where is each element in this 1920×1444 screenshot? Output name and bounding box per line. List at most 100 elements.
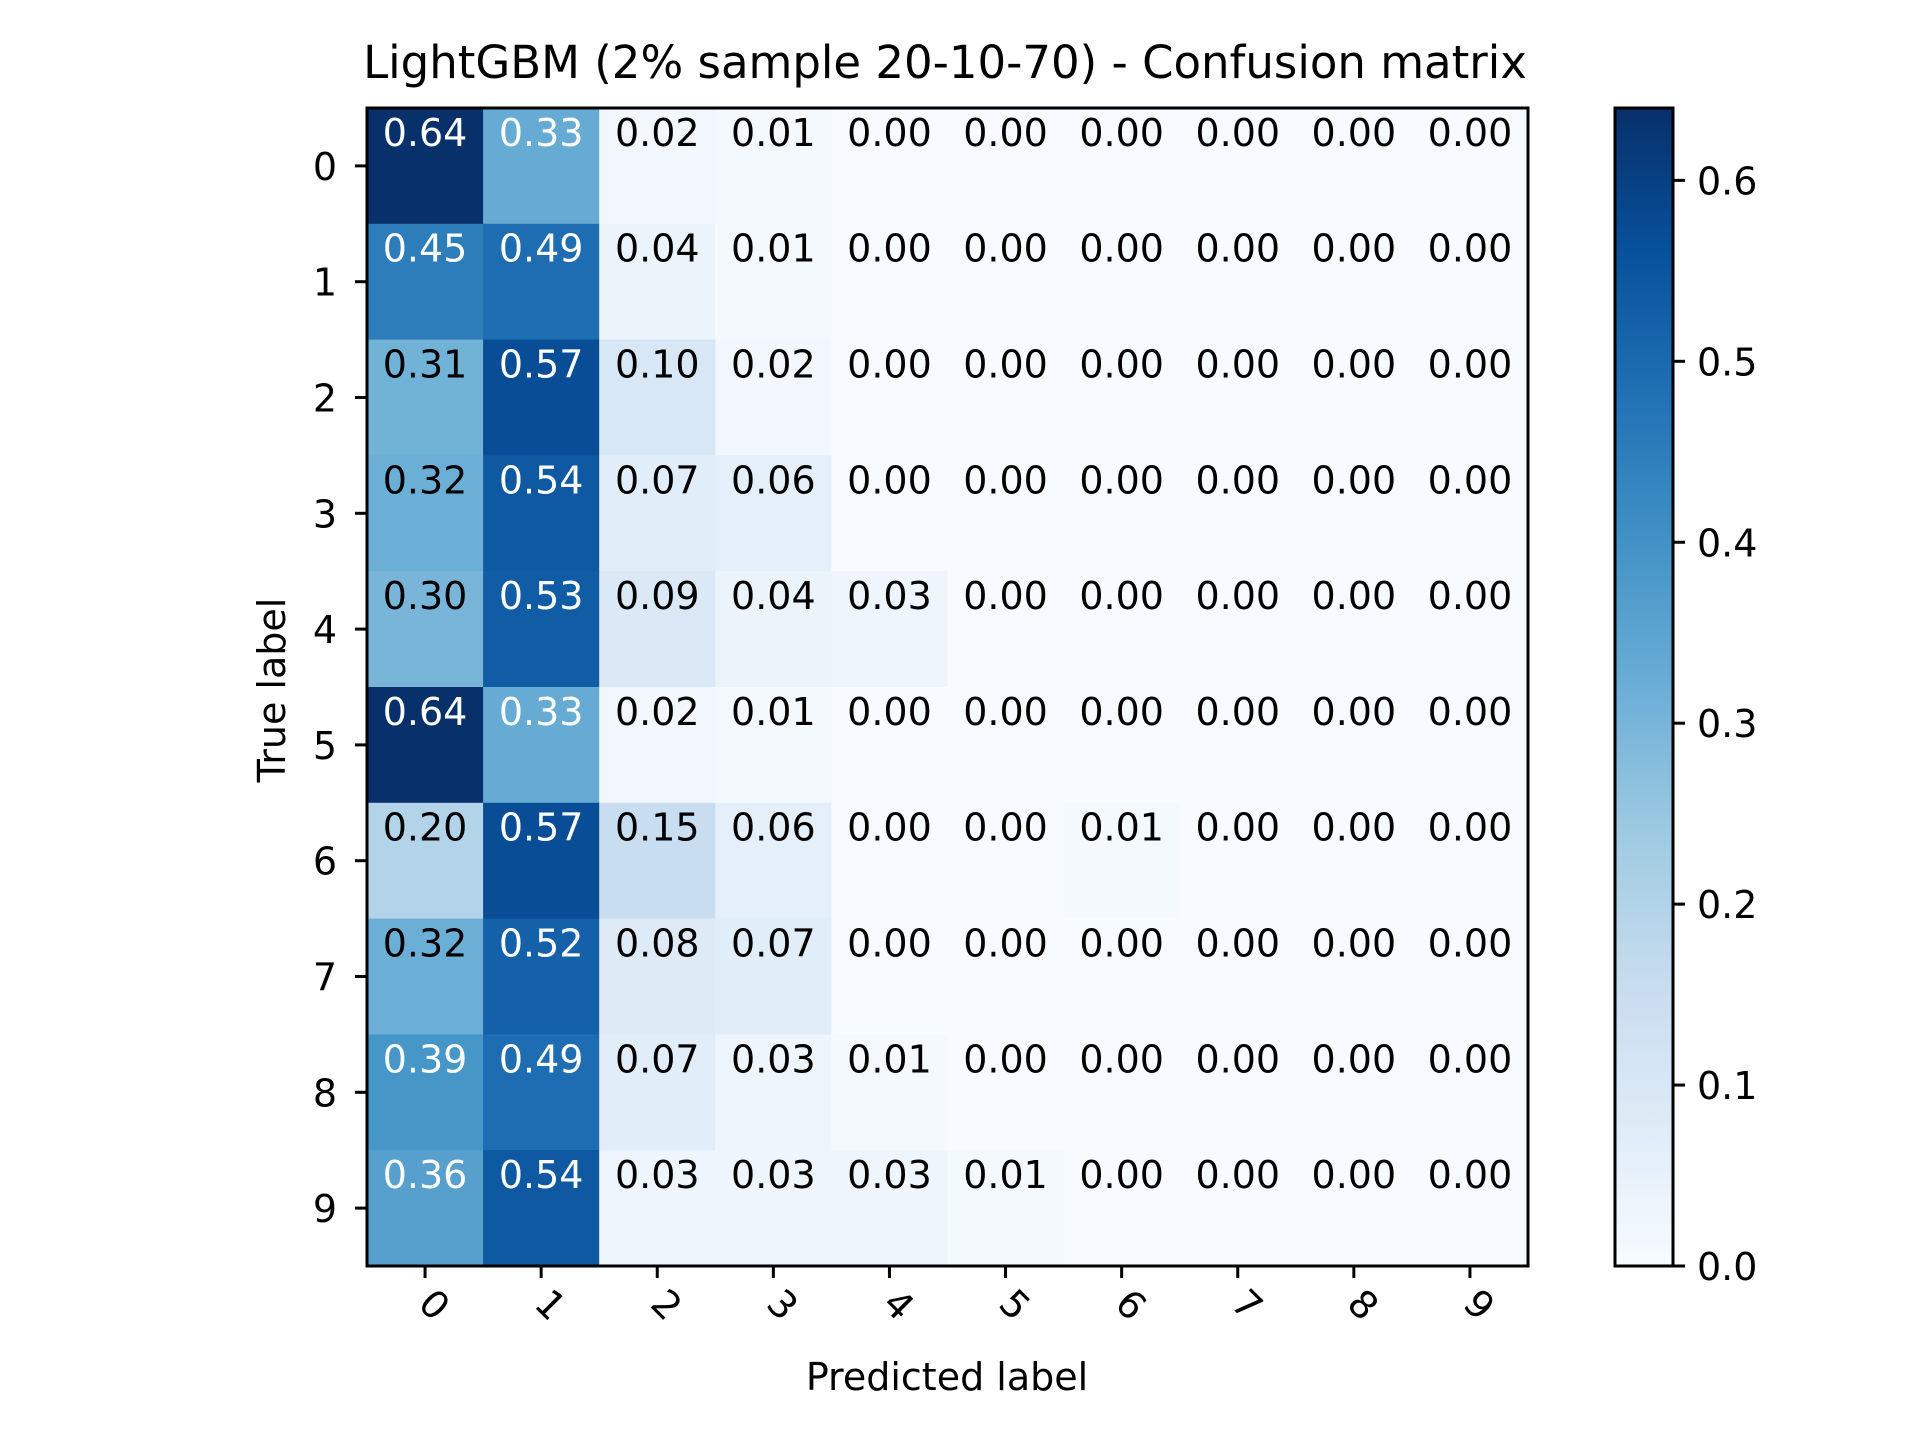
cell-value-label: 0.64 — [383, 111, 468, 155]
cell-value-label: 0.33 — [499, 690, 584, 734]
cell-value-label: 0.00 — [1079, 458, 1164, 502]
y-tick-label: 7 — [313, 956, 337, 1000]
heatmap-cell — [1411, 802, 1529, 920]
x-tick-label: 3 — [758, 1281, 806, 1329]
cell-value-label: 0.00 — [1195, 574, 1280, 618]
cell-value-label: 0.00 — [1428, 343, 1513, 387]
cell-value-label: 0.00 — [1195, 806, 1280, 850]
heatmap-cell — [831, 455, 949, 572]
x-tick-label: 8 — [1339, 1281, 1387, 1329]
heatmap-cell — [1063, 339, 1181, 456]
heatmap-cell — [715, 687, 832, 804]
cell-value-label: 0.01 — [963, 1153, 1048, 1197]
cell-value-label: 0.01 — [1079, 806, 1164, 850]
heatmap-cell — [599, 223, 716, 341]
y-tick-label: 4 — [313, 608, 337, 652]
cell-value-label: 0.00 — [963, 574, 1048, 618]
heatmap-cell — [715, 108, 832, 225]
cell-value-label: 0.52 — [499, 922, 584, 966]
heatmap-cell — [1295, 687, 1413, 804]
heatmap-cell — [599, 802, 716, 920]
heatmap-cell — [483, 455, 600, 572]
cell-value-label: 0.03 — [847, 1153, 932, 1197]
cell-value-label: 0.00 — [1079, 922, 1164, 966]
heatmap-cell — [715, 1034, 832, 1151]
cell-value-label: 0.04 — [615, 227, 700, 271]
heatmap-cell — [1295, 1034, 1413, 1151]
cell-value-label: 0.00 — [963, 227, 1048, 271]
cell-value-label: 0.00 — [1079, 1153, 1164, 1197]
heatmap-cell — [1411, 223, 1529, 341]
colorbar-tick-label: 0.3 — [1697, 702, 1757, 746]
cell-value-label: 0.03 — [731, 1037, 816, 1081]
heatmap-cell — [1063, 108, 1181, 225]
heatmap-cell — [831, 108, 949, 225]
cell-value-label: 0.08 — [615, 922, 700, 966]
heatmap-cell — [947, 918, 1065, 1035]
heatmap-cell — [715, 1150, 832, 1267]
cell-value-label: 0.00 — [847, 111, 932, 155]
x-tick-label: 1 — [526, 1281, 574, 1329]
heatmap-cell — [599, 1034, 716, 1151]
cell-value-label: 0.07 — [731, 922, 816, 966]
y-tick-label: 2 — [313, 377, 337, 421]
x-tick-label: 0 — [410, 1281, 458, 1329]
heatmap-cell — [367, 223, 484, 341]
cell-value-label: 0.00 — [963, 343, 1048, 387]
colorbar-tick-label: 0.5 — [1697, 340, 1757, 384]
cell-value-label: 0.00 — [1312, 922, 1397, 966]
heatmap-cell — [483, 1150, 600, 1267]
heatmap-cell — [1179, 455, 1297, 572]
cell-value-label: 0.00 — [1312, 1153, 1397, 1197]
chart-title: LightGBM (2% sample 20-10-70) - Confusio… — [363, 36, 1527, 89]
heatmap-cell — [483, 108, 600, 225]
cell-value-label: 0.00 — [963, 806, 1048, 850]
y-tick-label: 5 — [313, 724, 337, 768]
heatmap-cell — [1295, 1150, 1413, 1267]
x-tick-label: 5 — [991, 1281, 1039, 1329]
heatmap-cell — [715, 339, 832, 456]
cell-value-label: 0.00 — [847, 806, 932, 850]
cell-value-label: 0.00 — [1312, 574, 1397, 618]
heatmap-cell — [1295, 918, 1413, 1035]
cell-value-label: 0.00 — [1428, 574, 1513, 618]
cell-value-label: 0.00 — [1428, 806, 1513, 850]
heatmap-cell — [599, 687, 716, 804]
heatmap-cell — [831, 802, 949, 920]
cell-value-label: 0.49 — [499, 227, 584, 271]
cell-value-label: 0.00 — [1428, 922, 1513, 966]
cell-value-label: 0.00 — [1079, 1037, 1164, 1081]
cell-value-label: 0.00 — [963, 111, 1048, 155]
cell-value-label: 0.00 — [847, 922, 932, 966]
cell-value-label: 0.06 — [731, 458, 816, 502]
heatmap-cell — [1179, 108, 1297, 225]
cell-value-label: 0.02 — [615, 690, 700, 734]
cell-value-label: 0.00 — [1079, 227, 1164, 271]
heatmap-cell — [483, 687, 600, 804]
cell-value-label: 0.00 — [1428, 1037, 1513, 1081]
y-tick-label: 3 — [313, 492, 337, 536]
y-tick-label: 1 — [313, 261, 337, 305]
heatmap-cell — [831, 223, 949, 341]
heatmap-cell — [1411, 339, 1529, 456]
cell-value-label: 0.36 — [383, 1153, 468, 1197]
colorbar-frame — [1613, 106, 1675, 1268]
cell-value-label: 0.09 — [615, 574, 700, 618]
cell-value-label: 0.01 — [731, 690, 816, 734]
heatmap-cell — [831, 687, 949, 804]
plot-frame — [365, 106, 1530, 1268]
cell-value-label: 0.54 — [499, 458, 584, 502]
cell-value-label: 0.00 — [1079, 111, 1164, 155]
y-tick-label: 6 — [313, 840, 337, 884]
heatmap-cell — [367, 108, 484, 225]
cell-value-label: 0.45 — [383, 227, 468, 271]
x-tick-label: 2 — [642, 1281, 690, 1329]
heatmap-cell — [1411, 108, 1529, 225]
colorbar-tick-label: 0.1 — [1697, 1064, 1757, 1108]
cell-value-label: 0.00 — [1312, 227, 1397, 271]
cell-value-label: 0.00 — [1195, 111, 1280, 155]
cell-value-label: 0.00 — [1428, 227, 1513, 271]
heatmap-cell — [1411, 687, 1529, 804]
cell-value-label: 0.00 — [1428, 690, 1513, 734]
cell-value-label: 0.00 — [963, 1037, 1048, 1081]
